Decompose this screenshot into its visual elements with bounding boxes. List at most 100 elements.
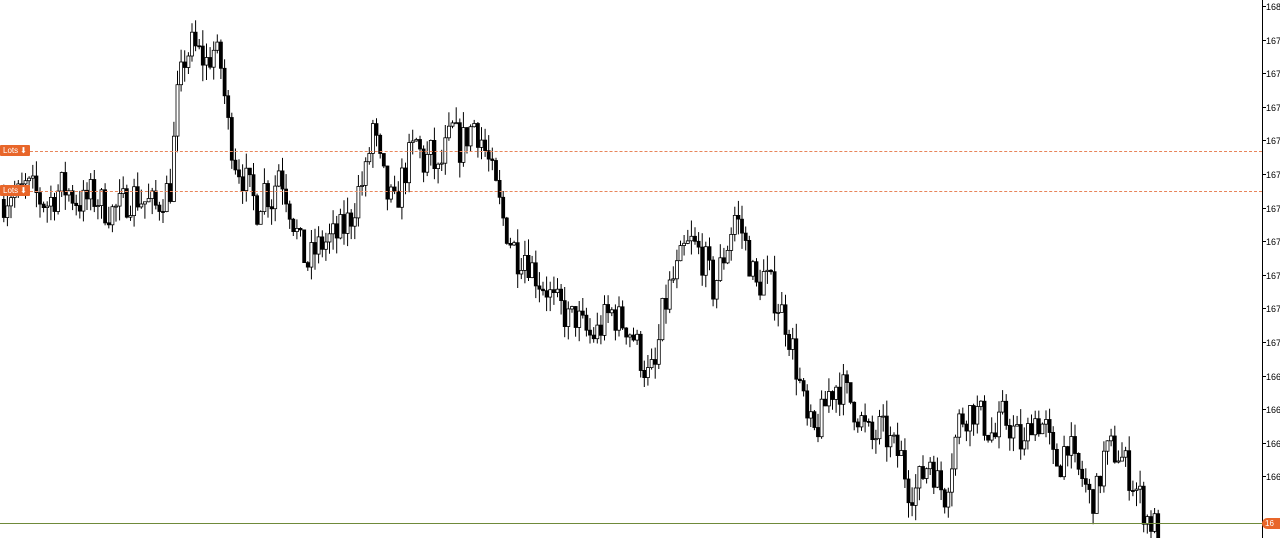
candle-body [725, 249, 730, 264]
candle-body [664, 297, 668, 310]
candle-body [266, 183, 270, 208]
candle-body [215, 41, 220, 51]
order-line-lower[interactable] [0, 191, 1262, 192]
candle-body [599, 324, 603, 336]
candle-body [852, 401, 857, 423]
candle-body [414, 139, 419, 142]
candle-body [968, 405, 972, 432]
candle-body [515, 242, 520, 275]
candle-body [436, 163, 441, 169]
candle-body [1076, 452, 1081, 470]
candle-body [913, 487, 918, 506]
candle-body [714, 280, 719, 300]
candle-body [1102, 450, 1106, 487]
price-tick-mark [1263, 476, 1266, 478]
candle-body [808, 411, 813, 419]
candle-body [103, 189, 107, 224]
candle-body [229, 117, 234, 161]
candle-body [450, 122, 455, 127]
candle-body [208, 57, 213, 68]
candle-body [696, 240, 701, 248]
candle-body [631, 334, 636, 341]
candle-body [979, 400, 983, 407]
candle-body [367, 153, 372, 163]
candle-body [950, 468, 954, 493]
candle-body [153, 190, 158, 206]
order-tag-upper[interactable]: Lots ⬇ [0, 145, 30, 156]
price-tick-label: 166 [1266, 438, 1280, 449]
candle-body [859, 415, 864, 428]
candle-body [834, 386, 838, 400]
candle-body [146, 198, 151, 203]
candle-body [794, 338, 799, 380]
down-arrow-icon: ⬇ [20, 146, 27, 155]
candle-body [9, 197, 13, 207]
candle-body [729, 233, 734, 251]
candle-body [1000, 400, 1005, 413]
candle-body [855, 421, 860, 428]
candle-body [1109, 435, 1113, 442]
candle-body [63, 172, 68, 196]
candle-body [646, 367, 650, 379]
candle-body [273, 185, 278, 210]
candle-body [77, 205, 82, 212]
candle-body [906, 478, 911, 504]
down-arrow-icon: ⬇ [20, 186, 27, 195]
candle-body [751, 261, 755, 277]
candle-body [276, 170, 281, 187]
price-tick-label: 167 [1266, 338, 1280, 348]
candle-body [287, 203, 292, 220]
candle-body [986, 434, 990, 441]
candle-body [1138, 485, 1142, 490]
candle-body [342, 214, 346, 234]
candle-body [989, 432, 994, 441]
candle-body [783, 304, 788, 335]
candle-body [935, 470, 940, 488]
price-tick-label: 167 [1266, 237, 1280, 248]
price-tick-label: 167 [1266, 203, 1280, 214]
candle-body [1083, 478, 1088, 485]
candle-body [917, 466, 922, 489]
candle-body [910, 502, 914, 506]
candle-body [381, 153, 386, 167]
candle-body [1058, 465, 1063, 478]
candle-body [1120, 456, 1124, 462]
candle-body [606, 304, 610, 314]
candle-body [1116, 460, 1121, 463]
candle-body [816, 427, 820, 438]
candle-body [258, 211, 263, 225]
candle-body [1127, 450, 1132, 491]
candle-body [997, 411, 1001, 438]
candle-body [457, 122, 462, 163]
candle-body [758, 281, 762, 296]
candle-body [624, 327, 629, 338]
price-tick-label: 167 [1266, 69, 1280, 80]
candle-body [685, 240, 690, 244]
candle-body [617, 306, 621, 331]
candle-body [975, 406, 980, 425]
order-tag-label: Lots [3, 186, 19, 195]
candle-body [837, 386, 842, 405]
order-line-upper[interactable] [0, 151, 1262, 152]
candle-body [660, 297, 665, 341]
candle-body [1094, 475, 1099, 514]
candle-body [269, 206, 274, 210]
candle-body [602, 304, 607, 336]
candle-body [512, 242, 516, 246]
price-tick-label: 167 [1266, 35, 1280, 46]
candle-body [584, 314, 589, 331]
candle-body [562, 300, 567, 328]
candle-body [743, 232, 748, 241]
candle-body [769, 269, 773, 273]
candle-body [378, 134, 383, 154]
candle-body [736, 214, 741, 220]
price-scale[interactable]: 168 167 167 167 167 167 167 167 167 167 167 166 166 1… [1262, 0, 1280, 538]
candle-body [703, 246, 708, 276]
candle-body [38, 192, 42, 205]
order-tag-lower[interactable]: Lots ⬇ [0, 185, 30, 196]
candle-body [671, 278, 676, 281]
candle-body [884, 415, 889, 448]
candle-body [468, 126, 473, 147]
candle-body [1007, 424, 1012, 439]
